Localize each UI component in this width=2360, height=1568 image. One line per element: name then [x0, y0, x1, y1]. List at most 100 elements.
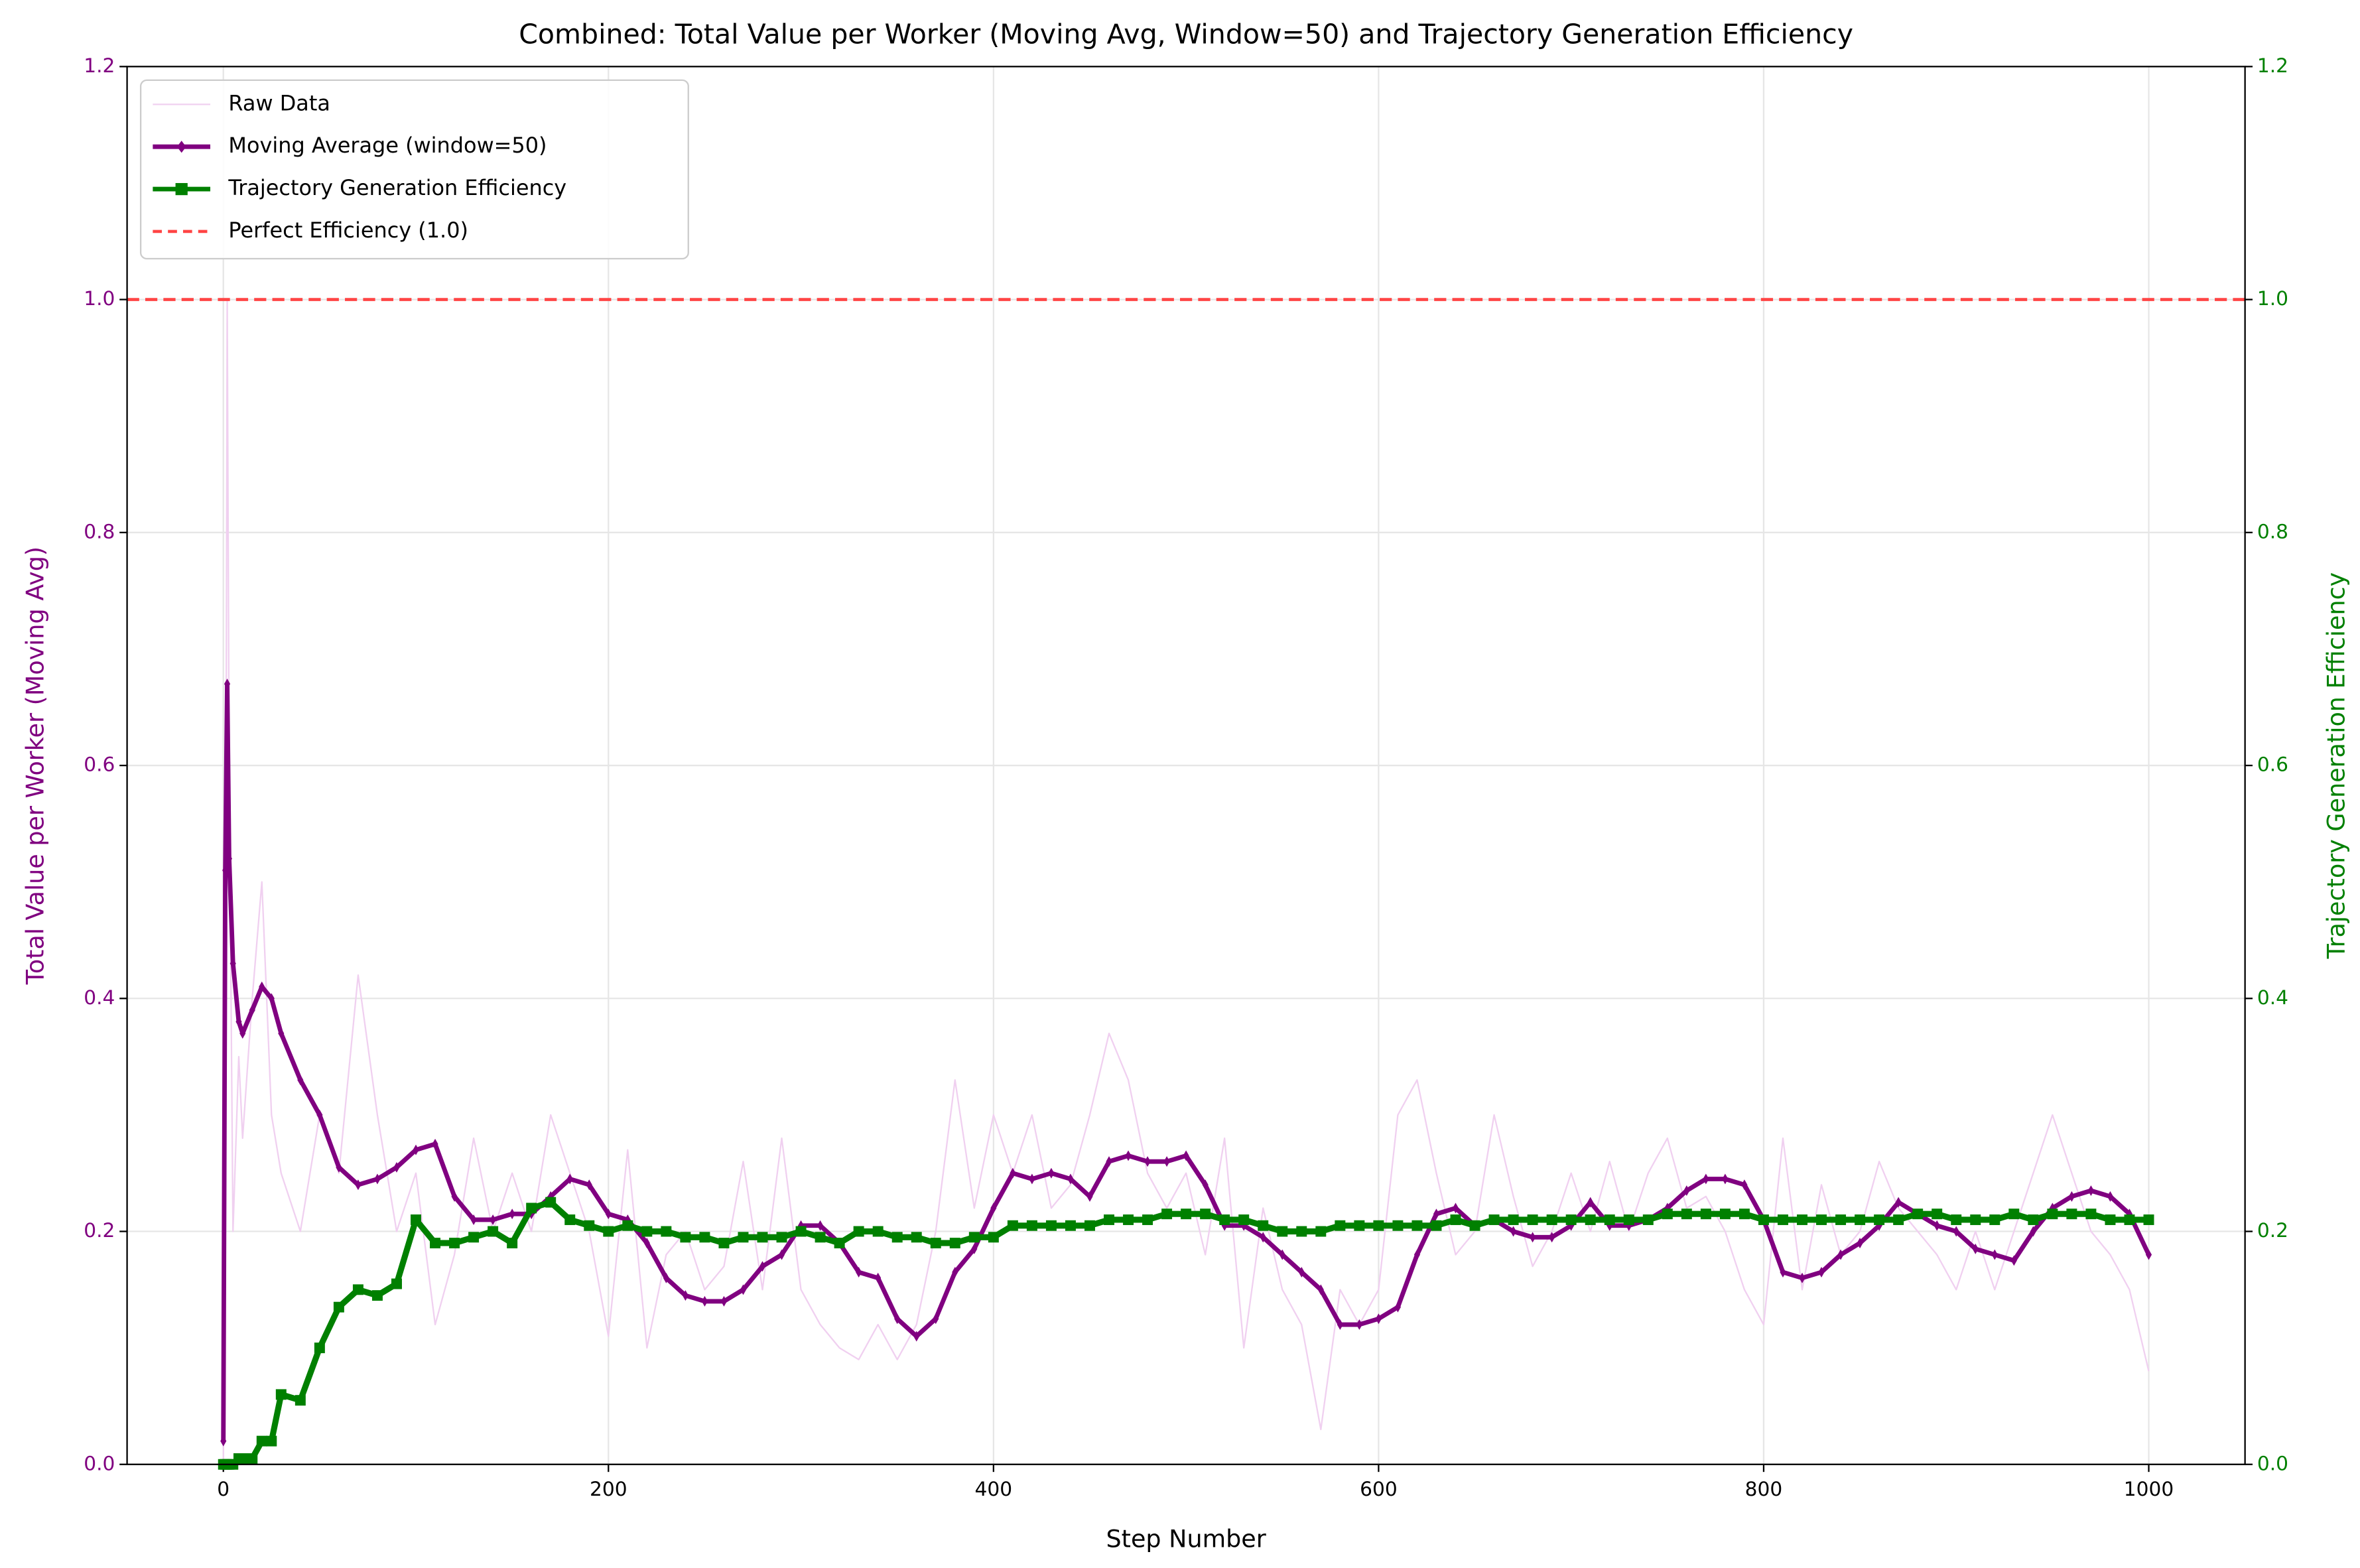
marker — [488, 1226, 499, 1237]
marker — [1315, 1226, 1327, 1237]
marker — [268, 993, 275, 1004]
marker — [661, 1226, 672, 1237]
marker — [336, 1161, 342, 1173]
marker — [1277, 1226, 1288, 1237]
series-line — [221, 681, 2151, 1441]
marker — [470, 1214, 477, 1225]
marker — [1431, 1220, 1442, 1231]
marker — [1837, 1249, 1844, 1260]
marker — [1219, 1214, 1230, 1225]
marker — [1912, 1209, 1924, 1220]
marker — [266, 1435, 277, 1447]
marker — [1104, 1214, 1114, 1225]
marker — [817, 1220, 824, 1231]
marker — [1510, 1226, 1517, 1237]
y2-tick-label: 0.8 — [2257, 519, 2288, 543]
marker — [718, 1238, 730, 1249]
marker — [1741, 1179, 1748, 1191]
marker — [490, 1214, 496, 1225]
marker — [1045, 1220, 1057, 1231]
y2-tick-label: 1.2 — [2257, 54, 2288, 77]
marker — [352, 1284, 363, 1295]
marker — [2008, 1209, 2020, 1220]
marker — [1972, 1243, 1979, 1254]
marker — [1816, 1214, 1827, 1225]
marker — [430, 1238, 441, 1249]
marker — [1163, 1156, 1170, 1167]
y-tick-label: 1.0 — [84, 287, 115, 310]
y-tick-label: 0.2 — [84, 1218, 115, 1242]
marker — [432, 1138, 438, 1149]
marker — [237, 1453, 248, 1464]
legend-label: Perfect Efficiency (1.0) — [228, 218, 468, 243]
x-tick-label: 1000 — [2124, 1477, 2174, 1500]
marker — [605, 1209, 612, 1220]
legend-box — [139, 79, 689, 260]
marker — [1989, 1214, 2000, 1225]
marker-group — [218, 1197, 2154, 1470]
marker — [1086, 1191, 1093, 1202]
marker — [1681, 1209, 1692, 1220]
marker — [2087, 1185, 2094, 1197]
marker — [507, 1238, 518, 1249]
marker — [393, 1161, 400, 1173]
marker — [222, 865, 229, 876]
y-axis-label: Total Value per Worker (Moving Avg) — [21, 547, 49, 985]
marker — [374, 1173, 381, 1185]
marker — [853, 1226, 864, 1237]
marker — [449, 1238, 460, 1249]
marker — [1683, 1185, 1690, 1197]
marker — [875, 1272, 882, 1283]
marker — [1200, 1209, 1211, 1220]
marker — [1835, 1214, 1847, 1225]
marker — [413, 1144, 419, 1155]
y2-tick-label: 0.6 — [2257, 753, 2288, 776]
marker — [1951, 1214, 1962, 1225]
marker — [2145, 1249, 2152, 1260]
marker — [1585, 1214, 1596, 1225]
legend-label: Trajectory Generation Efficiency — [228, 175, 566, 200]
marker — [682, 1290, 688, 1301]
marker — [1411, 1220, 1423, 1231]
y2-tick-label: 0.0 — [2257, 1451, 2288, 1474]
marker — [1106, 1156, 1112, 1167]
marker — [314, 1342, 325, 1354]
series-line — [222, 298, 2150, 1465]
marker — [1183, 1150, 1189, 1161]
marker — [1065, 1220, 1076, 1231]
marker — [971, 1243, 978, 1254]
x-tick-label: 200 — [590, 1477, 627, 1500]
marker — [1029, 1173, 1035, 1185]
legend-marker — [176, 141, 186, 153]
x-tick-label: 800 — [1745, 1477, 1783, 1500]
marker — [1934, 1220, 1940, 1231]
marker — [1797, 1214, 1807, 1225]
marker — [1874, 1214, 1885, 1225]
marker — [2124, 1214, 2135, 1225]
marker — [411, 1214, 421, 1225]
marker — [795, 1226, 807, 1237]
marker — [2068, 1191, 2075, 1202]
marker — [355, 1179, 361, 1191]
marker — [1857, 1238, 1863, 1249]
x-tick-label: 0 — [217, 1477, 229, 1500]
marker — [759, 1261, 766, 1272]
marker — [316, 1109, 323, 1120]
marker — [229, 958, 236, 969]
marker — [278, 1027, 285, 1039]
marker — [2107, 1191, 2114, 1202]
marker — [1778, 1214, 1788, 1225]
marker — [1335, 1220, 1346, 1231]
marker — [2066, 1209, 2077, 1220]
marker — [566, 1173, 573, 1185]
marker — [1452, 1203, 1459, 1214]
marker — [1067, 1173, 1074, 1185]
marker — [720, 1295, 728, 1307]
y2-tick-label: 1.0 — [2257, 287, 2288, 310]
marker — [1356, 1319, 1362, 1331]
marker — [1181, 1209, 1192, 1220]
marker — [1895, 1197, 1902, 1208]
marker — [1026, 1220, 1037, 1231]
marker — [663, 1272, 669, 1283]
